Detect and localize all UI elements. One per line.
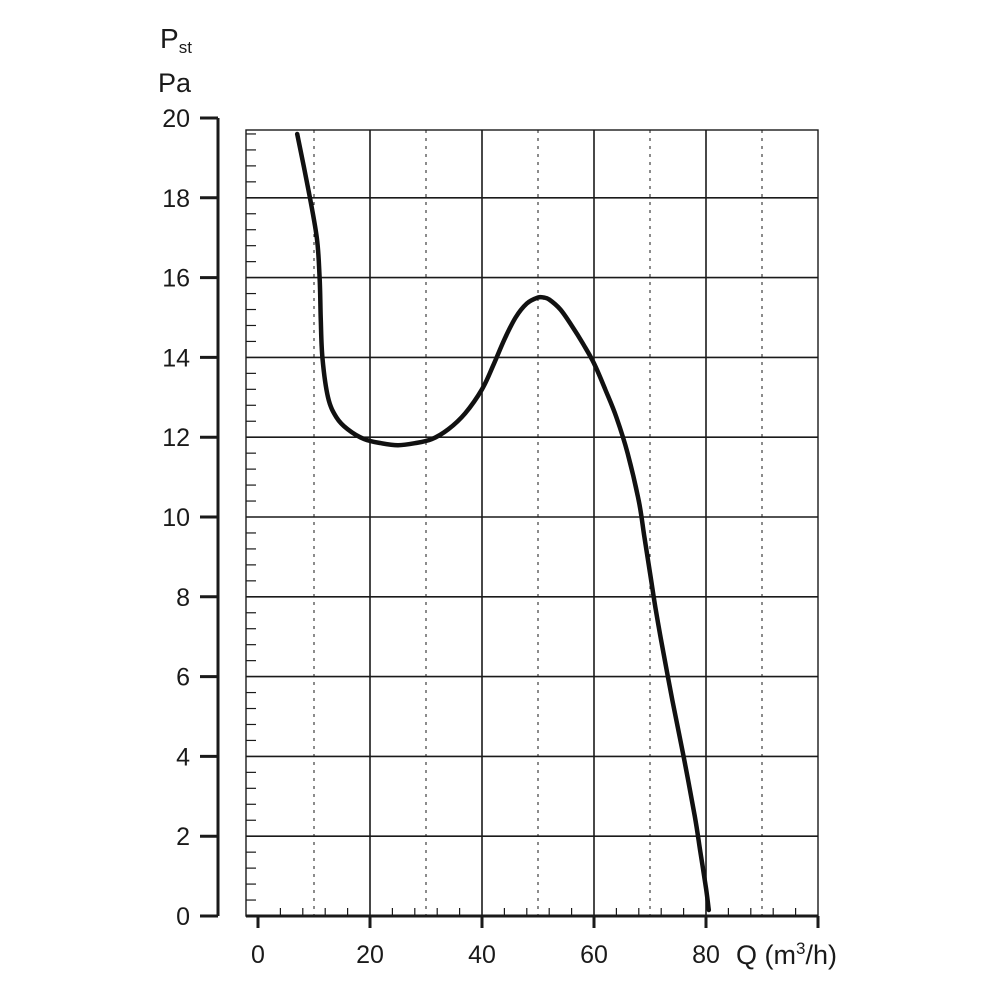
x-tick-label: 60 xyxy=(580,941,608,969)
x-axis-title-sup: 3 xyxy=(796,939,805,958)
plot-frame xyxy=(245,129,819,917)
x-tick-label: 20 xyxy=(356,941,384,969)
y-axis-unit: Pa xyxy=(158,68,192,98)
x-tick-label: 0 xyxy=(251,941,265,969)
x-axis-title-prefix: Q (m xyxy=(736,940,796,970)
y-tick-label: 4 xyxy=(176,743,190,771)
y-tick-label: 2 xyxy=(176,823,190,851)
x-axis-title-suffix: /h) xyxy=(805,940,837,970)
y-tick-label: 8 xyxy=(176,584,190,612)
y-tick-label: 16 xyxy=(162,265,190,293)
pressure-curve xyxy=(294,131,712,913)
x-axis-title: Q (m3/h) xyxy=(736,939,837,970)
tick-labels: 0 2 4 6 8 10 12 14 16 18 20 0 20 40 60 80 xyxy=(162,105,720,969)
x-tick-label: 40 xyxy=(468,941,496,969)
y-axis-symbol: P xyxy=(160,23,179,54)
grid xyxy=(245,129,819,917)
y-axis-subscript: st xyxy=(179,38,193,57)
y-tick-label: 0 xyxy=(176,903,190,931)
y-tick-label: 18 xyxy=(162,185,190,213)
y-tick-label: 6 xyxy=(176,664,190,692)
y-tick-label: 12 xyxy=(162,424,190,452)
y-tick-label: 20 xyxy=(162,105,190,133)
y-tick-label: 14 xyxy=(162,344,190,372)
x-tick-label: 80 xyxy=(692,941,720,969)
axes xyxy=(200,116,820,928)
y-tick-label: 10 xyxy=(162,504,190,532)
y-axis-title: Pst xyxy=(160,23,192,57)
